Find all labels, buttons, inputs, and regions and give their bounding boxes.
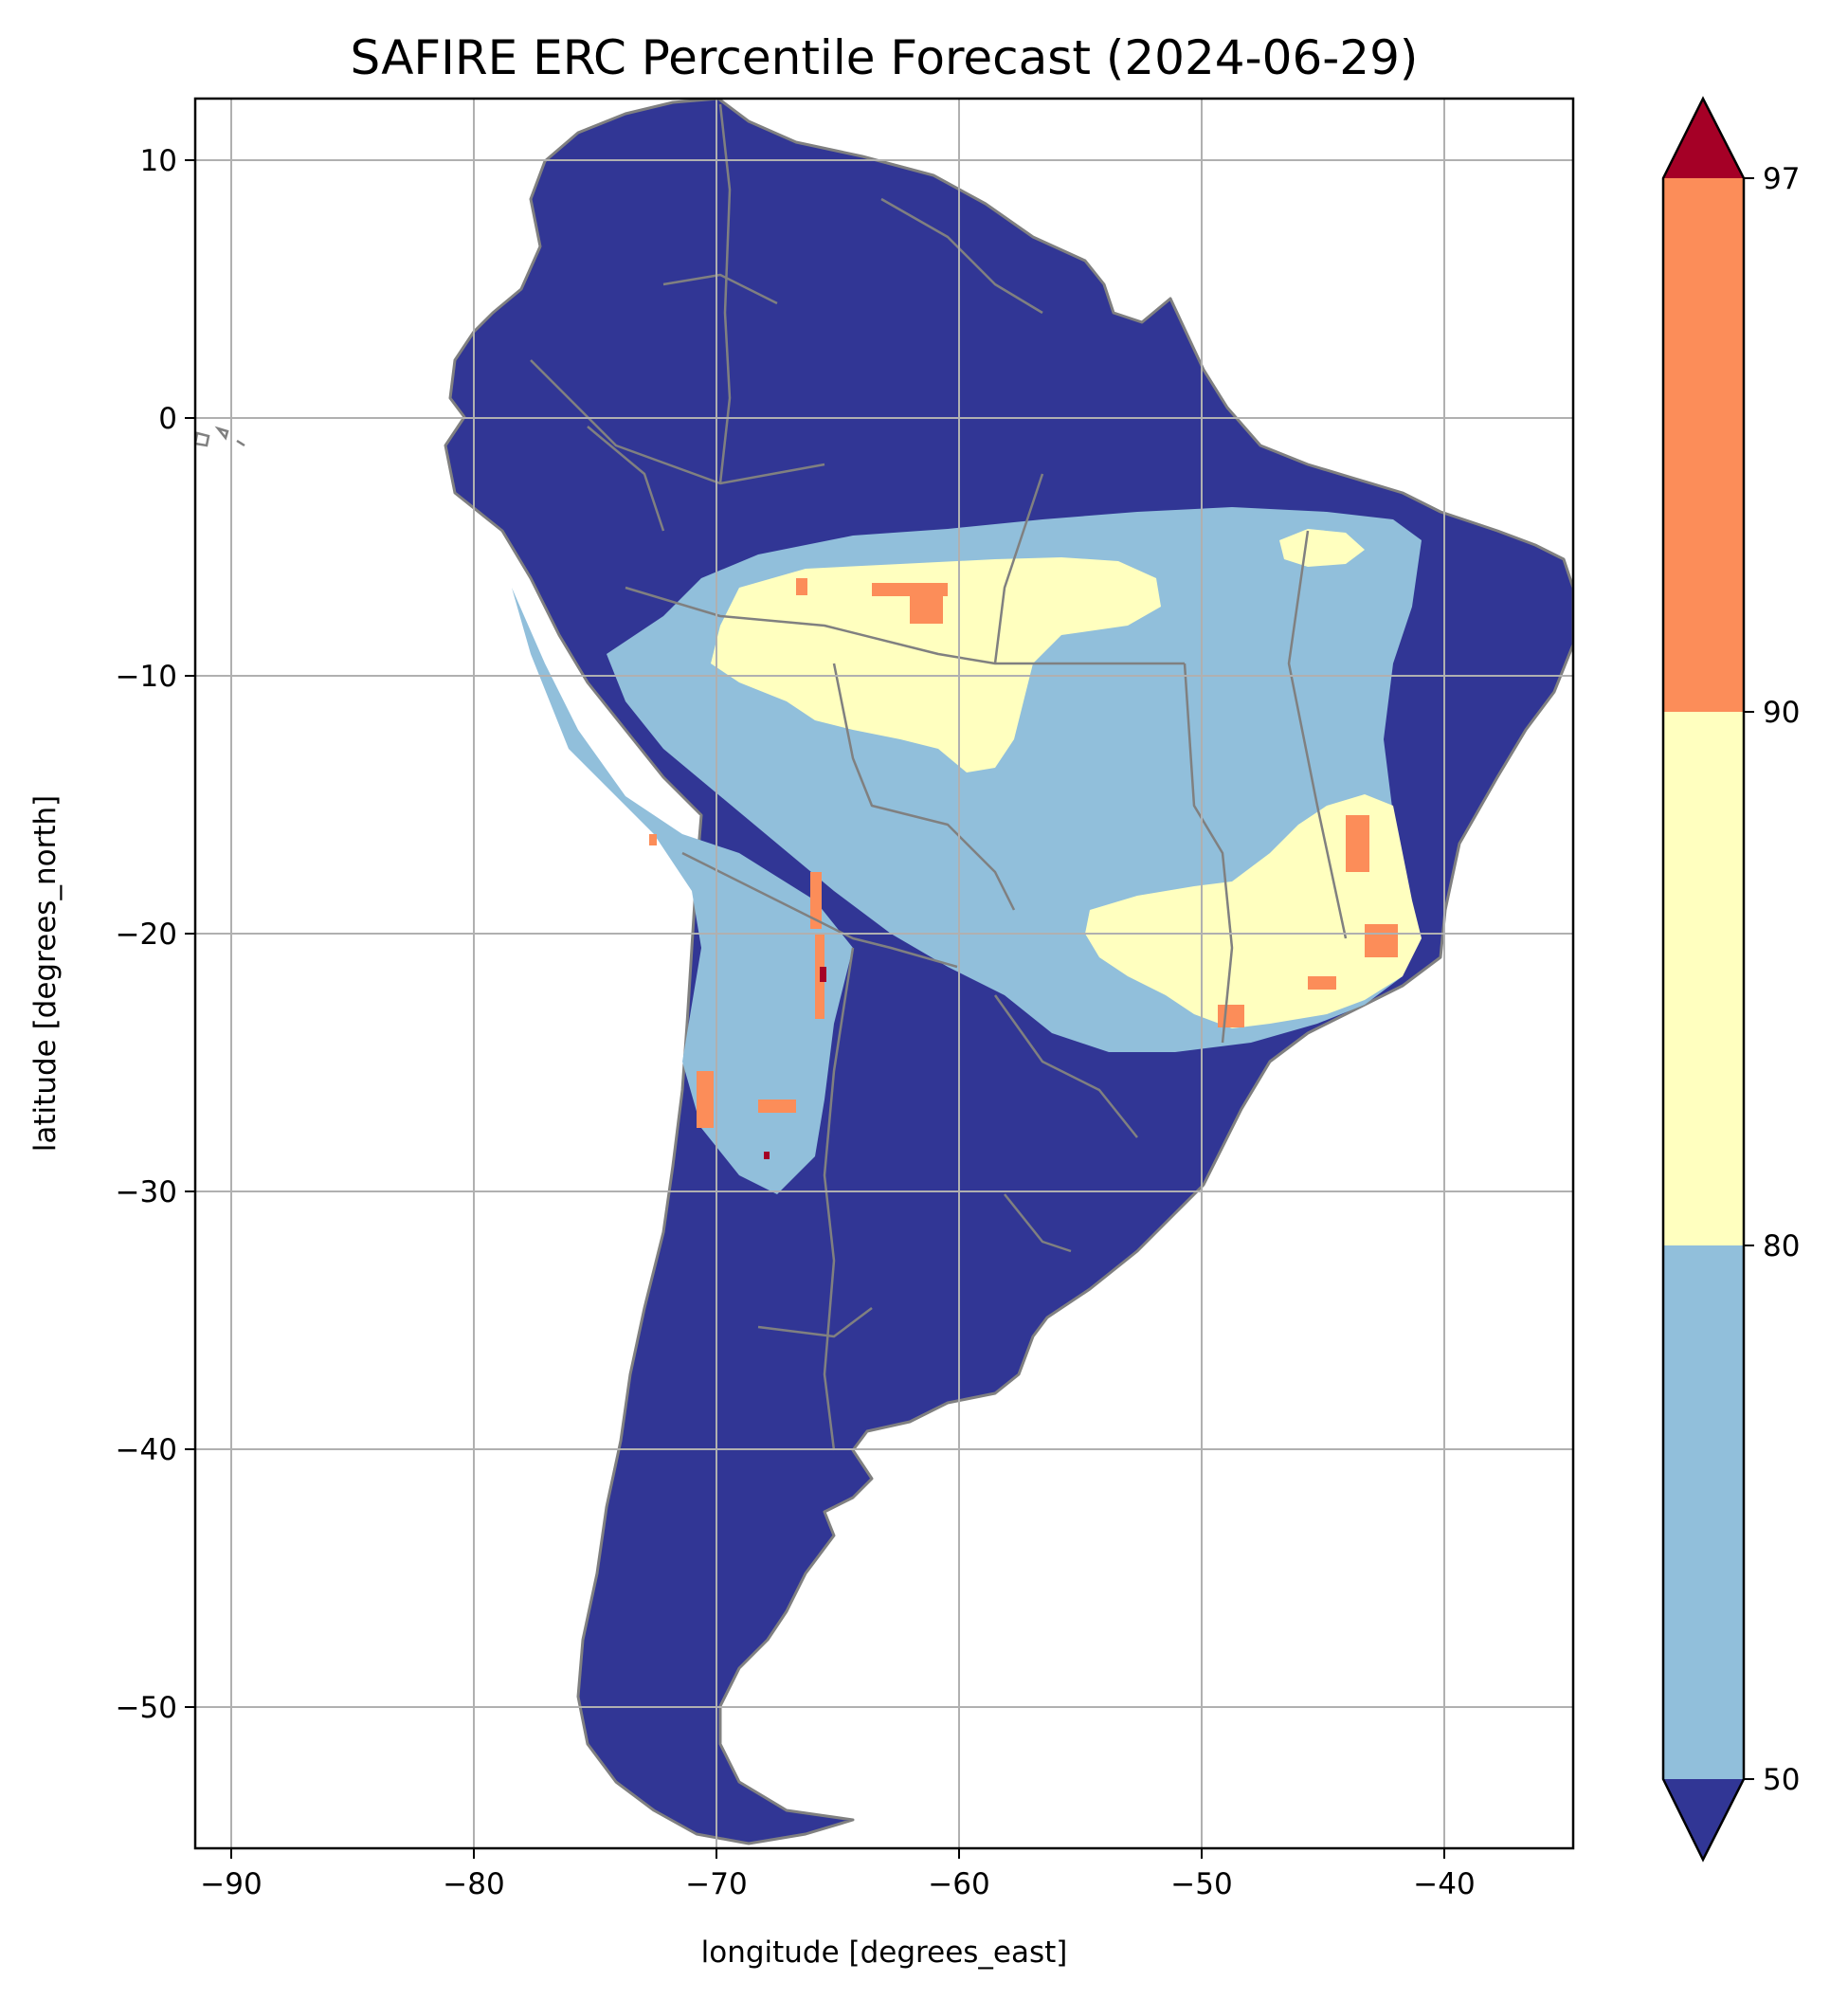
x-axis: −90 −80 −70 −60 −50 −40 longitude [degre… — [200, 1848, 1476, 1970]
y-tick-label: −30 — [116, 1175, 177, 1209]
colorbar-bin-50-80 — [1663, 1245, 1744, 1779]
map-area — [195, 99, 1573, 1848]
zone-80-90-northeast — [1279, 529, 1365, 567]
y-axis: 10 0 −10 −20 −30 −40 −50 latitude [degre… — [28, 144, 195, 1725]
y-axis-label: latitude [degrees_north] — [28, 795, 63, 1152]
zone-90-97 — [649, 578, 1398, 1128]
x-tick-label: −70 — [685, 1867, 747, 1901]
y-tick-label: 0 — [158, 402, 177, 436]
y-tick-label: −10 — [116, 660, 177, 694]
colorbar-tick-label: 80 — [1763, 1229, 1800, 1263]
zone-50-80-andes — [512, 588, 853, 1194]
zone-80-90-amazon — [711, 557, 1161, 772]
colorbar-bin-80-90 — [1663, 712, 1744, 1245]
grid-lines — [195, 99, 1573, 1848]
zone-above-97 — [764, 967, 826, 1159]
colorbar-tick-label: 90 — [1763, 696, 1800, 730]
chart-title: SAFIRE ERC Percentile Forecast (2024-06-… — [351, 30, 1419, 85]
x-axis-label: longitude [degrees_east] — [701, 1935, 1068, 1970]
x-tick-label: −40 — [1413, 1867, 1475, 1901]
colorbar-bin-90-97 — [1663, 178, 1744, 712]
axes-frame — [193, 97, 1575, 1850]
y-tick-label: 10 — [140, 144, 177, 178]
zone-80-90-southeast — [1085, 794, 1422, 1028]
y-tick-label: −50 — [116, 1691, 177, 1725]
colorbar-tick-label: 97 — [1763, 162, 1800, 196]
x-tick-label: −60 — [928, 1867, 989, 1901]
y-tick-label: −20 — [116, 918, 177, 952]
x-tick-label: −80 — [443, 1867, 504, 1901]
x-tick-label: −50 — [1170, 1867, 1232, 1901]
y-tick-label: −40 — [116, 1433, 177, 1467]
colorbar: 50 80 90 97 — [1661, 96, 1800, 1863]
x-tick-label: −90 — [200, 1867, 262, 1901]
colorbar-extend-high — [1663, 99, 1744, 178]
colorbar-tick-label: 50 — [1763, 1763, 1800, 1797]
colorbar-extend-low — [1663, 1779, 1744, 1860]
country-borders — [530, 103, 1348, 1451]
